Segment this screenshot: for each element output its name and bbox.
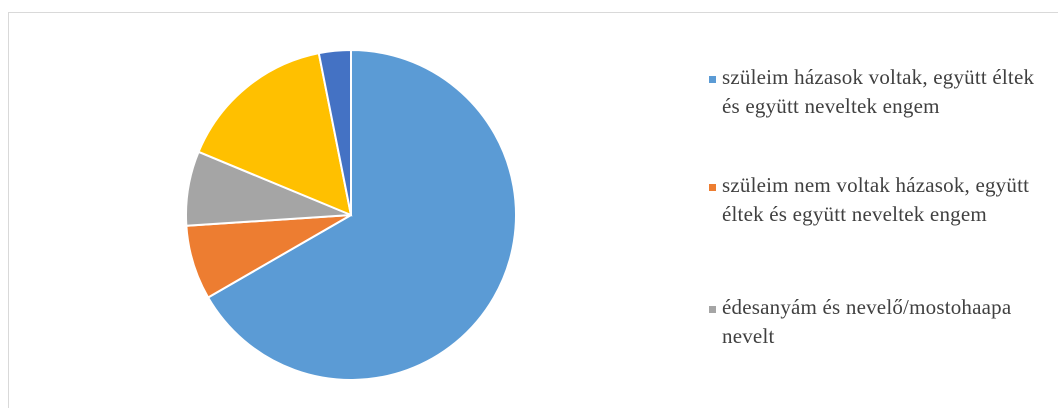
legend-marker — [709, 184, 716, 191]
pie-slice-4 — [197, 51, 353, 217]
legend-item-unmarried-parents: szüleim nem voltak házasok, együtt éltek… — [709, 171, 1049, 229]
legend-label: szüleim házasok voltak, együtt éltek és … — [722, 65, 1035, 118]
legend-label: szüleim nem voltak házasok, együtt éltek… — [722, 173, 1030, 226]
pie-chart — [185, 48, 517, 381]
legend-label: édesanyám és nevelő/mostohaapa nevelt — [722, 295, 1012, 348]
legend-item-married-parents: szüleim házasok voltak, együtt éltek és … — [709, 63, 1049, 121]
pie-slice-1 — [206, 48, 517, 381]
legend-marker — [709, 76, 716, 83]
legend-item-mother-stepfather: édesanyám és nevelő/mostohaapa nevelt — [709, 293, 1049, 351]
legend-marker — [709, 306, 716, 313]
pie-slice-5 — [317, 48, 352, 216]
chart-area: szüleim házasok voltak, együtt éltek és … — [8, 12, 1058, 408]
